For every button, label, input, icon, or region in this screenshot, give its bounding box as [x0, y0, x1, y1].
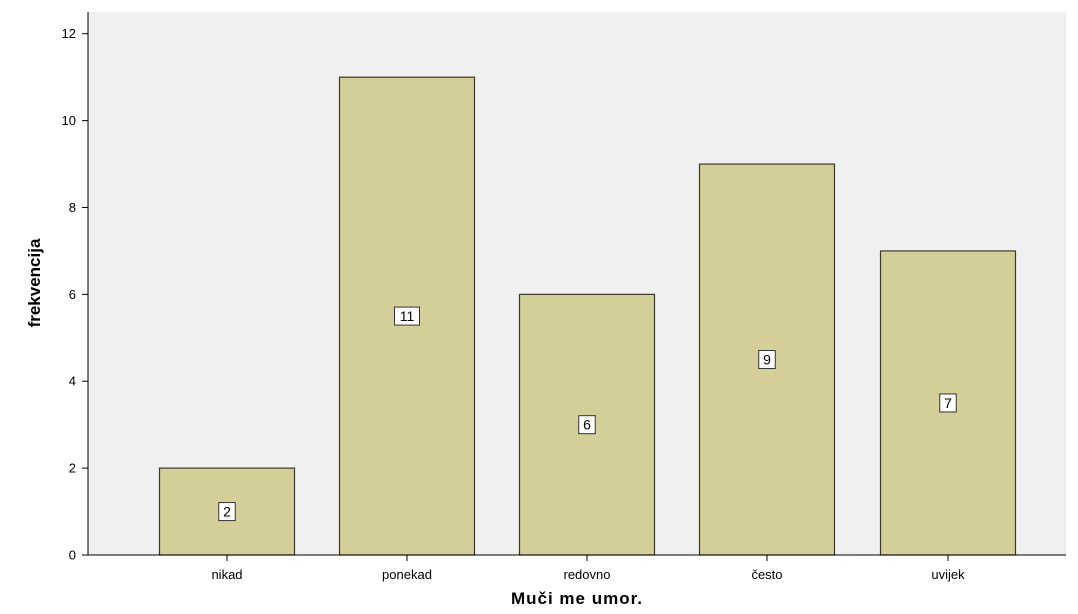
y-tick-label: 0 — [69, 548, 76, 563]
data-label: 9 — [763, 352, 771, 368]
axes: 0 2 4 6 8 10 12 nikad ponekad redovno često uvijek — [62, 12, 1066, 582]
data-label-box — [578, 415, 596, 435]
data-label: 7 — [944, 395, 952, 411]
data-label-box — [758, 350, 776, 370]
data-label-box — [218, 502, 236, 522]
y-axis-title: frekvencija — [25, 238, 44, 327]
x-tick-label: često — [751, 567, 782, 582]
y-tick-label: 8 — [69, 200, 76, 215]
y-tick-label: 2 — [69, 461, 76, 476]
x-tick-label: redovno — [564, 567, 611, 582]
data-label: 11 — [400, 308, 415, 324]
data-label: 6 — [583, 417, 591, 433]
y-tick-label: 6 — [69, 287, 76, 302]
data-label-box — [939, 393, 957, 413]
x-axis-title: Muči me umor. — [511, 589, 643, 608]
x-tick-label: uvijek — [931, 567, 965, 582]
y-tick-label: 10 — [62, 113, 76, 128]
data-label-box — [394, 306, 420, 326]
y-tick-label: 4 — [69, 374, 76, 389]
data-labels: 2 11 6 9 7 — [218, 306, 957, 522]
x-tick-label: ponekad — [382, 567, 432, 582]
data-label: 2 — [223, 504, 231, 520]
x-tick-label: nikad — [211, 567, 242, 582]
y-tick-label: 12 — [62, 26, 76, 41]
